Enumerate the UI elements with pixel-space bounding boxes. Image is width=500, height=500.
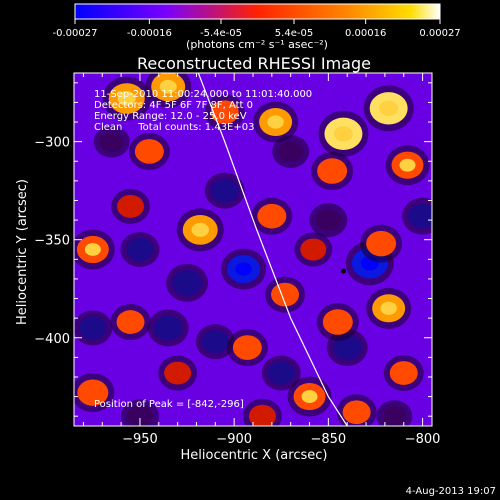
colorbar-units: (photons cm⁻² s⁻¹ asec⁻²) bbox=[186, 38, 328, 51]
heatmap-cell bbox=[267, 361, 295, 385]
x-tick-label: −950 bbox=[122, 432, 158, 447]
heatmap-cell bbox=[164, 361, 192, 385]
heatmap-core bbox=[159, 79, 177, 94]
heatmap-cell bbox=[389, 361, 418, 385]
heatmap-cell bbox=[271, 282, 300, 307]
peak-position-label: Position of Peak = [-842,-296] bbox=[94, 399, 244, 410]
y-tick-label: −350 bbox=[34, 234, 70, 249]
heatmap-cell bbox=[300, 238, 327, 261]
heatmap-cell bbox=[408, 203, 432, 229]
heatmap-cell bbox=[79, 316, 107, 340]
heatmap-core bbox=[333, 126, 353, 142]
heatmap-cell bbox=[315, 209, 342, 232]
heatmap-cell bbox=[332, 335, 362, 360]
heatmap-cell bbox=[317, 158, 348, 184]
axis-ticks: −950 −900 −850 −800 −300 −350 −400 bbox=[34, 73, 440, 447]
colorbar-ticks: -0.00027 -0.00016 -5.4e-05 5.4e-05 0.00016 0.… bbox=[53, 19, 461, 39]
colorbar: -0.00027 -0.00016 -5.4e-05 5.4e-05 0.00016 0.… bbox=[53, 3, 461, 51]
heatmap-cell bbox=[99, 131, 124, 152]
heatmap-core bbox=[191, 222, 209, 237]
colorbar-tick-label: 0.00027 bbox=[419, 28, 460, 39]
heatmap-core bbox=[84, 243, 101, 256]
annotation-energy-range: Energy Range: 12.0 - 25.0 keV bbox=[94, 111, 247, 122]
colorbar-tick-label: 0.00016 bbox=[345, 28, 386, 39]
heatmap-layer bbox=[74, 73, 432, 426]
heatmap-core bbox=[399, 158, 416, 172]
x-tick-label: −800 bbox=[405, 432, 441, 447]
heatmap-core bbox=[117, 91, 136, 106]
heatmap-cell bbox=[126, 405, 153, 426]
heatmap-cell bbox=[117, 194, 145, 218]
heatmap-core bbox=[267, 115, 284, 129]
x-tick-label: −850 bbox=[311, 432, 347, 447]
heatmap-cell bbox=[278, 140, 304, 163]
annotation-time-range: 11-Sep-2010 11:00:24.000 to 11:01:40.000 bbox=[94, 89, 312, 100]
footer-timestamp: 4-Aug-2013 19:07 bbox=[406, 486, 496, 497]
y-tick-label: −400 bbox=[34, 332, 70, 347]
heatmap-core bbox=[235, 262, 252, 276]
y-tick-label: −300 bbox=[34, 136, 70, 151]
heatmap-cell bbox=[342, 400, 371, 425]
heatmap-cell bbox=[134, 139, 164, 164]
x-tick-label: −900 bbox=[216, 432, 252, 447]
solar-limb-line bbox=[197, 73, 348, 426]
colorbar-tick-label: -5.4e-05 bbox=[200, 28, 242, 39]
heatmap-cell bbox=[201, 330, 229, 354]
peak-marker bbox=[340, 268, 346, 274]
heatmap-cell bbox=[382, 405, 407, 426]
heatmap-core bbox=[379, 100, 399, 116]
heatmap-cell bbox=[322, 309, 353, 335]
heatmap-cell bbox=[153, 315, 183, 341]
heatmap-cell bbox=[172, 270, 203, 296]
annotation-block: 11-Sep-2010 11:00:24.000 to 11:01:40.000… bbox=[94, 89, 312, 410]
heatmap-cell bbox=[248, 404, 276, 426]
colorbar-tick-label: -0.00027 bbox=[53, 28, 98, 39]
heatmap-cell bbox=[116, 310, 145, 334]
annotation-detectors: Detectors: 4F 5F 6F 7F 8F, Att 0 bbox=[94, 100, 253, 111]
heatmap-cell bbox=[126, 238, 154, 261]
heatmap-cell bbox=[257, 203, 287, 229]
colorbar-tick-label: -0.00016 bbox=[127, 28, 172, 39]
heatmap-cell bbox=[77, 379, 109, 406]
colorbar-tick-label: 5.4e-05 bbox=[275, 28, 313, 39]
colorbar-strip bbox=[74, 3, 441, 20]
heatmap-cell bbox=[232, 335, 262, 360]
heatmap-core bbox=[301, 390, 318, 403]
x-axis-label: Heliocentric X (arcsec) bbox=[181, 448, 328, 463]
heatmap-cell bbox=[210, 178, 239, 203]
plot-area: −950 −900 −850 −800 −300 −350 −400 bbox=[34, 72, 440, 447]
heatmap-cell bbox=[366, 230, 397, 257]
heatmap-core bbox=[380, 301, 397, 315]
annotation-clean-counts: Clean Total counts: 1.43E+03 bbox=[94, 122, 254, 133]
heatmap-cell bbox=[210, 100, 239, 125]
chart-title: Reconstructed RHESSI Image bbox=[137, 54, 371, 73]
y-axis-label: Heliocentric Y (arcsec) bbox=[15, 179, 30, 325]
